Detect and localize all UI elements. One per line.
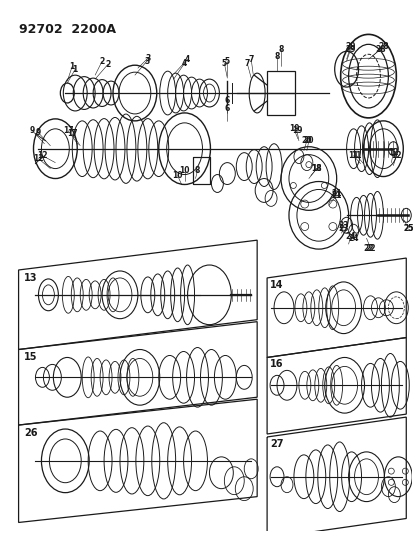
Text: 8: 8 bbox=[195, 166, 200, 175]
Text: 9: 9 bbox=[36, 128, 41, 138]
Text: 29: 29 bbox=[344, 42, 355, 51]
Text: 19: 19 bbox=[288, 124, 299, 133]
Text: 3: 3 bbox=[145, 54, 150, 63]
Text: 23: 23 bbox=[337, 221, 348, 230]
Text: 11: 11 bbox=[347, 151, 358, 160]
Text: 21: 21 bbox=[331, 189, 341, 198]
Text: 28: 28 bbox=[374, 45, 385, 54]
Bar bbox=[192, 157, 210, 184]
Text: 20: 20 bbox=[303, 136, 313, 146]
Text: 24: 24 bbox=[344, 232, 355, 241]
Text: 27: 27 bbox=[270, 439, 283, 449]
Text: 8: 8 bbox=[278, 45, 283, 54]
Text: 8: 8 bbox=[274, 52, 279, 61]
Bar bbox=[266, 71, 294, 115]
Text: 6: 6 bbox=[224, 96, 229, 106]
Text: 1: 1 bbox=[72, 64, 78, 74]
Text: 18: 18 bbox=[311, 164, 321, 173]
Bar bbox=[192, 157, 210, 184]
Text: 15: 15 bbox=[24, 352, 37, 362]
Text: 4: 4 bbox=[185, 55, 190, 64]
Text: 12: 12 bbox=[33, 154, 44, 163]
Text: 25: 25 bbox=[402, 224, 413, 233]
Text: 4: 4 bbox=[182, 59, 187, 68]
Text: 7: 7 bbox=[248, 55, 253, 64]
Text: 22: 22 bbox=[364, 244, 375, 253]
Text: 17: 17 bbox=[67, 130, 77, 138]
Text: 92702  2200A: 92702 2200A bbox=[19, 23, 115, 36]
Text: 3: 3 bbox=[144, 56, 149, 66]
Text: 12: 12 bbox=[390, 151, 401, 160]
Text: 29: 29 bbox=[344, 45, 355, 54]
Text: 26: 26 bbox=[24, 428, 37, 438]
Text: 24: 24 bbox=[347, 233, 358, 243]
Text: 28: 28 bbox=[377, 42, 388, 51]
Text: 21: 21 bbox=[331, 191, 341, 200]
Text: 11: 11 bbox=[351, 151, 361, 160]
Text: 23: 23 bbox=[337, 224, 348, 233]
Text: 12: 12 bbox=[387, 148, 398, 157]
Text: 14: 14 bbox=[270, 280, 283, 290]
Text: 16: 16 bbox=[270, 359, 283, 369]
Text: 12: 12 bbox=[37, 151, 47, 160]
Text: 1: 1 bbox=[69, 62, 75, 71]
Text: 25: 25 bbox=[402, 224, 413, 233]
Text: 2: 2 bbox=[105, 60, 110, 69]
Text: 5: 5 bbox=[221, 59, 226, 68]
Text: 20: 20 bbox=[301, 136, 311, 146]
Text: 5: 5 bbox=[224, 56, 229, 66]
Text: 9: 9 bbox=[30, 126, 35, 135]
Text: 7: 7 bbox=[244, 59, 249, 68]
Text: 10: 10 bbox=[172, 171, 183, 180]
Text: 22: 22 bbox=[362, 244, 373, 253]
Text: 17: 17 bbox=[63, 126, 74, 135]
Text: 21: 21 bbox=[331, 191, 341, 200]
Text: 10: 10 bbox=[179, 166, 190, 175]
Text: 2: 2 bbox=[99, 56, 104, 66]
Text: 19: 19 bbox=[291, 126, 301, 135]
Text: 18: 18 bbox=[311, 164, 321, 173]
Text: 13: 13 bbox=[24, 273, 37, 283]
Text: 6: 6 bbox=[224, 104, 229, 114]
